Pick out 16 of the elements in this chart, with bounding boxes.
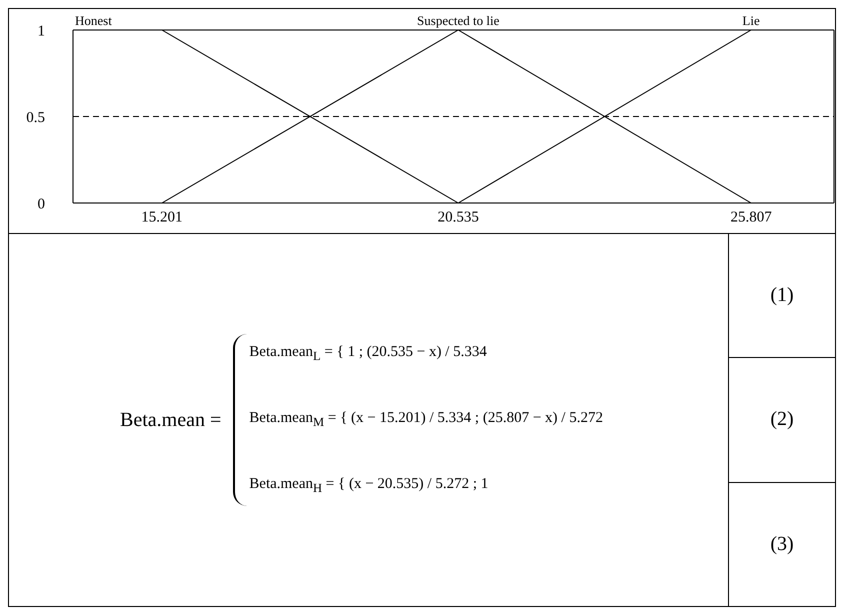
text: Beta.mean$_{H}$ = { (x − 20.535) / 5.272 ; 1 bbox=[249, 476, 490, 496]
y-tick-label: 0 bbox=[38, 196, 45, 212]
text: (1) bbox=[729, 234, 835, 358]
series-label: Honest bbox=[75, 13, 112, 28]
y-tick-label: 0.5 bbox=[26, 110, 45, 126]
y-tick-label: 1 bbox=[38, 23, 45, 40]
x-tick-label: 20.535 bbox=[438, 210, 479, 226]
x-tick-label: 15.201 bbox=[141, 210, 183, 226]
series-label: Suspected to lie bbox=[417, 13, 500, 28]
text: (3) bbox=[769, 532, 795, 557]
text: Beta.mean = bbox=[120, 408, 222, 432]
text: Beta.mean$_{L}$ = { 1 ; (20.535 − x) / 5.334 bbox=[249, 344, 488, 364]
text: Beta.mean$_{M}$ = { (x − 15.201) / 5.334 ; (25.807 − x) / 5.272 bbox=[249, 410, 603, 430]
series-label: Lie bbox=[742, 13, 760, 28]
x-tick-label: 25.807 bbox=[730, 210, 772, 226]
text: (2) bbox=[729, 358, 835, 483]
